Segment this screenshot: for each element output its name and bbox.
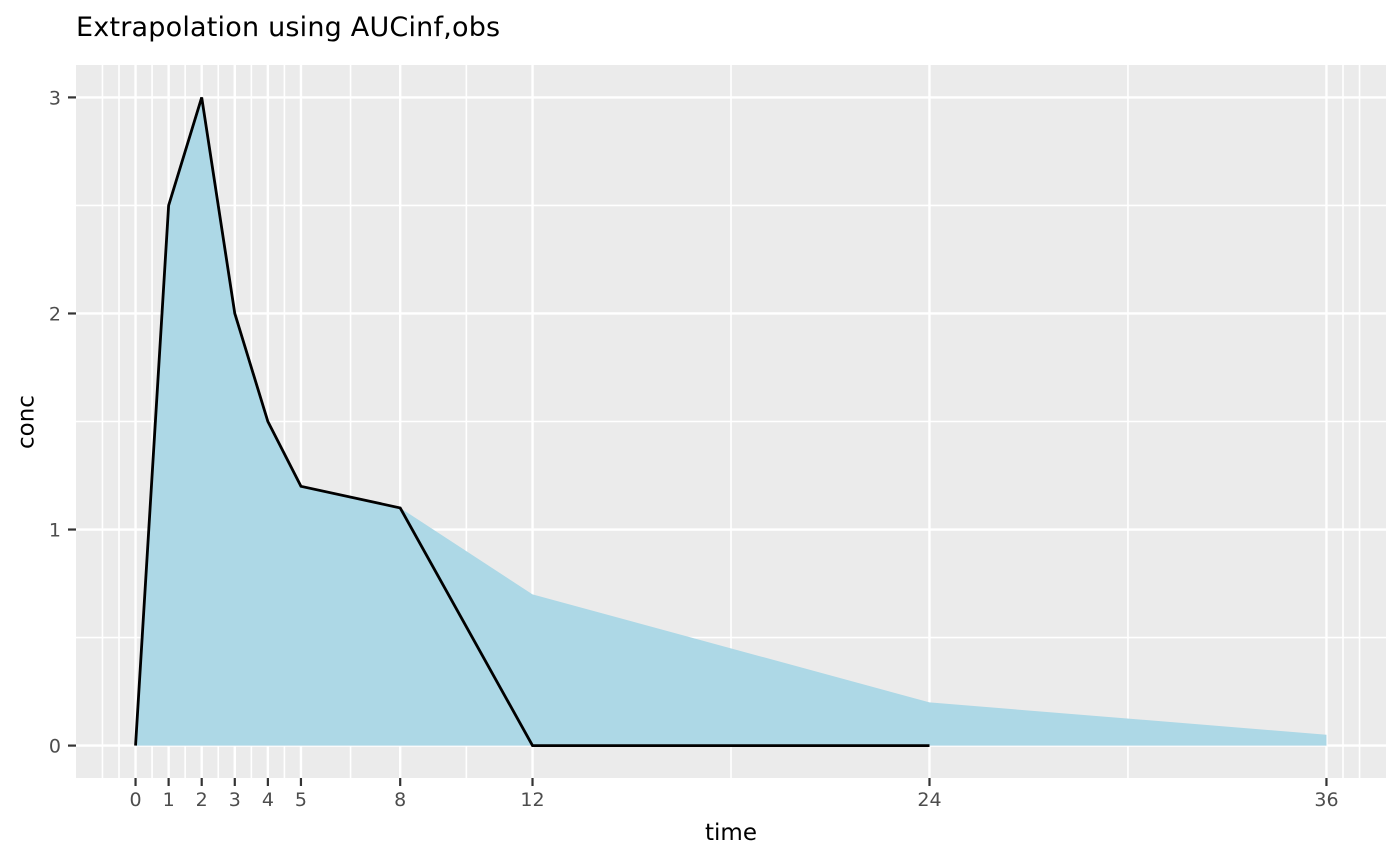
x-tick-label: 0: [129, 789, 141, 811]
x-tick-label: 5: [295, 789, 307, 811]
x-axis-title: time: [705, 820, 757, 846]
extrapolation-ribbon: [135, 97, 1327, 746]
x-tick-label: 8: [394, 789, 406, 811]
y-tick-label: 0: [49, 736, 61, 758]
x-tick-label: 1: [163, 789, 175, 811]
y-tick-label: 1: [49, 520, 61, 542]
y-tick-label: 3: [49, 87, 61, 109]
x-tick-label: 2: [196, 789, 208, 811]
chart-title: Extrapolation using AUCinf,obs: [76, 12, 501, 43]
x-tick-label: 4: [262, 789, 274, 811]
x-tick-label: 36: [1314, 789, 1338, 811]
x-tick-label: 24: [917, 789, 941, 811]
x-tick-label: 12: [520, 789, 544, 811]
x-tick-label: 3: [229, 789, 241, 811]
y-axis-title: conc: [13, 395, 40, 449]
concentration-line: [134, 96, 930, 747]
y-tick-label: 2: [49, 303, 61, 325]
